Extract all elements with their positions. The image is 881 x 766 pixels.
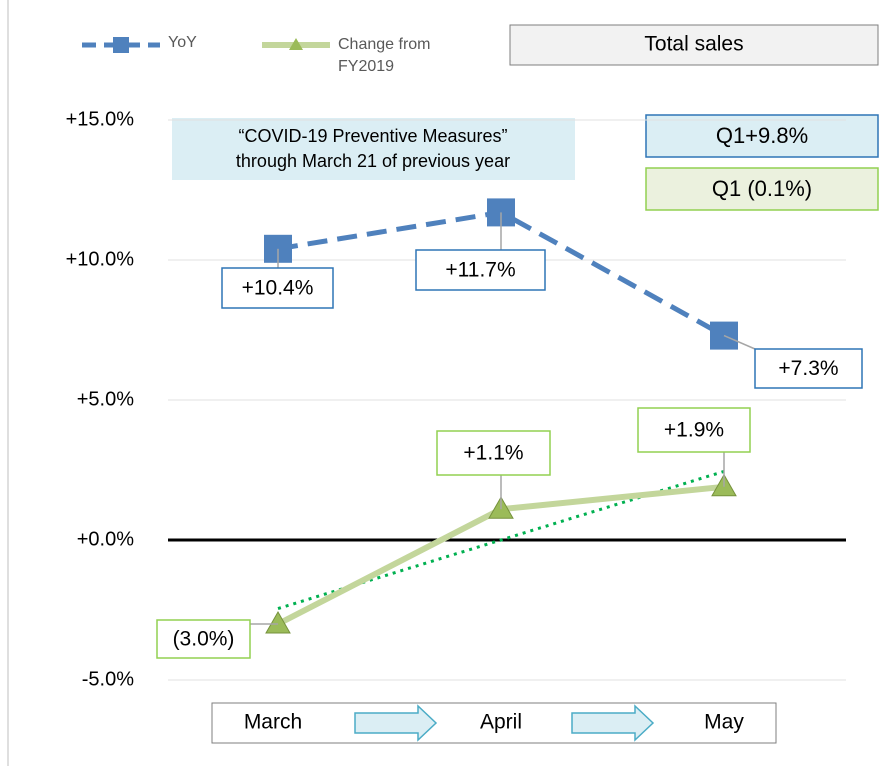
marker [265,610,291,634]
legend-marker [289,38,303,50]
leader-line [723,334,756,350]
trendline [277,469,725,611]
total-box [509,24,879,66]
label-box [754,348,863,389]
x-tick-label: March [244,711,302,734]
q1-yoy-box [645,114,879,158]
data-label: +1.9% [664,419,724,442]
y-tick-label: +0.0% [77,528,134,550]
y-tick-label: +15.0% [66,108,135,130]
data-label: +7.3% [778,357,838,380]
data-label: +11.7% [445,259,515,282]
legend-marker [113,37,129,53]
q1-change-label: Q1 (0.1%) [712,176,812,201]
arrow [354,704,438,742]
label-box [637,407,751,453]
covid-line: through March 21 of previous year [236,151,510,171]
y-tick-label: +10.0% [66,248,135,270]
label-box [156,619,251,659]
legend-text: Change from FY2019 [338,36,431,75]
x-tick-label: April [480,711,522,734]
data-label: +1.1% [463,442,523,465]
data-label: +10.4% [242,277,314,300]
y-tick-label: +5.0% [77,388,134,410]
arrow [571,704,655,742]
x-tick-label: May [704,711,744,734]
q1-change-box [645,167,879,211]
y-tick-label: -5.0% [82,668,134,690]
label-box [436,430,551,476]
q1-yoy-label: Q1+9.8% [716,123,808,148]
total-label: Total sales [644,33,743,56]
legend-text: YoY [168,34,197,51]
data-label: (3.0%) [173,628,235,651]
category-box [211,702,777,744]
label-box [415,249,546,291]
label-box [221,267,334,309]
covid-box [172,118,575,180]
covid-line: “COVID-19 Preventive Measures” [238,126,507,146]
